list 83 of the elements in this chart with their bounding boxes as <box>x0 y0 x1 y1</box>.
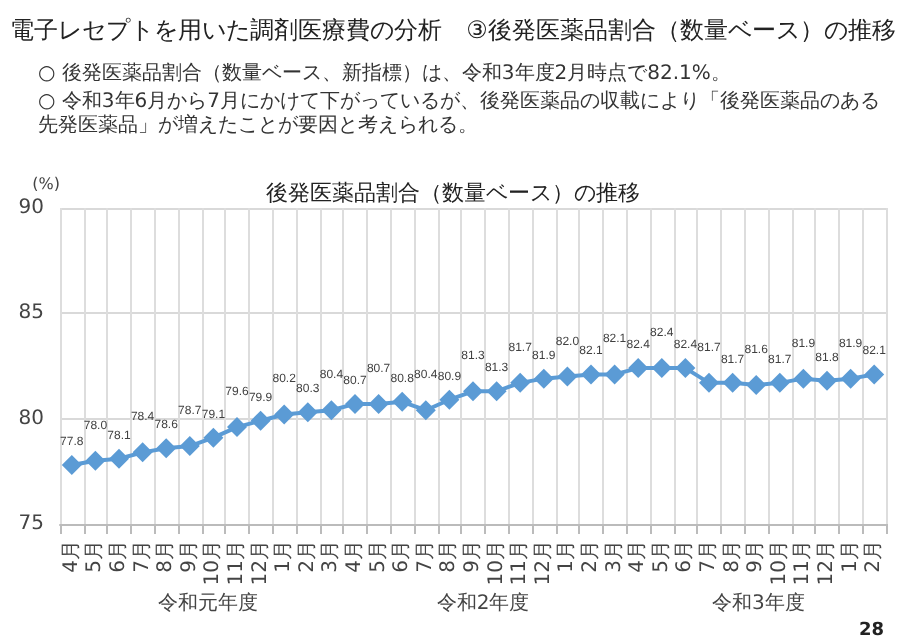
point <box>769 372 790 393</box>
x-tick-label: 8月 <box>438 540 461 573</box>
point <box>274 404 295 425</box>
point <box>864 364 885 385</box>
point <box>132 442 153 463</box>
x-tick-label: 7月 <box>698 540 720 573</box>
point <box>510 372 531 393</box>
point <box>817 370 837 391</box>
point <box>439 389 460 410</box>
text: 28 <box>858 621 885 640</box>
x-tick-label: 12月 <box>532 540 555 586</box>
point <box>156 438 177 459</box>
y-tick-label: 90 <box>18 197 44 219</box>
x-tick-label: 8月 <box>721 540 744 573</box>
x-tick-label: 3月 <box>603 540 626 573</box>
text: 令和2年度 <box>436 591 530 615</box>
x-tick-label: 8月 <box>155 540 178 573</box>
point <box>179 436 200 457</box>
x-tick-label: 4月 <box>344 540 366 573</box>
x-tick-label: 11月 <box>792 540 815 586</box>
point <box>227 417 247 438</box>
x-tick-label: 6月 <box>391 540 414 573</box>
text: ○ 令和3年6月から7月にかけて下がっているが、後発医薬品の収載により「後発医薬品のある先発医薬品」が増えたことが要因と考えられる。 <box>38 89 880 137</box>
x-tick-label: 9月 <box>178 540 201 573</box>
x-tick-label: 10月 <box>202 540 225 586</box>
point <box>675 358 696 379</box>
point <box>651 358 672 379</box>
x-tick-label: 11月 <box>509 540 532 586</box>
x-tick-label: 7月 <box>414 540 437 573</box>
x-tick-label: 10月 <box>485 540 508 586</box>
point <box>61 455 82 476</box>
text: 令和元年度 <box>157 591 258 615</box>
point <box>345 393 365 414</box>
point <box>368 393 389 414</box>
text: ○ 後発医薬品割合（数量ベース、新指標）は、令和3年度2月時点で82.1%。 <box>38 61 731 85</box>
point <box>297 402 318 423</box>
x-tick-label: 6月 <box>108 540 130 573</box>
chart-title: 電子レセプトを用いた調剤医療費の分析 ③後発医薬品割合（数量ベース）の推移 <box>10 16 896 44</box>
y-tick-label: 80 <box>18 407 44 430</box>
text: 令和3年度 <box>711 591 805 615</box>
x-tick-label: 7月 <box>131 540 154 573</box>
point <box>392 391 413 412</box>
x-tick-label: 9月 <box>462 540 484 573</box>
x-tick-label: 5月 <box>84 540 107 573</box>
x-tick-label: 4月 <box>60 540 83 573</box>
chart-subtitle: 後発医薬品割合（数量ベース）の推移 <box>266 180 640 206</box>
x-tick-label: 4月 <box>627 540 650 573</box>
point <box>699 372 719 393</box>
x-tick-label: 9月 <box>745 540 768 573</box>
point <box>250 410 271 431</box>
point <box>486 381 507 402</box>
point <box>840 368 861 389</box>
point <box>203 427 224 448</box>
x-tick-label: 11月 <box>226 540 248 586</box>
x-tick-label: 2月 <box>296 540 319 573</box>
point <box>722 372 743 393</box>
point <box>746 374 767 395</box>
x-tick-label: 12月 <box>249 540 272 586</box>
point <box>581 364 601 385</box>
point <box>321 400 342 421</box>
x-tick-label: 1月 <box>839 540 862 573</box>
point <box>604 364 625 385</box>
x-tick-label: 6月 <box>674 540 697 573</box>
x-tick-label: 5月 <box>650 540 673 573</box>
point <box>793 368 814 389</box>
x-tick-label: 1月 <box>556 540 579 573</box>
x-tick-label: 5月 <box>367 540 390 573</box>
y-tick-label: 85 <box>18 302 44 325</box>
y-axis-title: (%) <box>32 175 60 193</box>
y-tick-label: 75 <box>18 513 44 535</box>
point <box>557 366 578 387</box>
point <box>85 450 106 471</box>
x-tick-label: 2月 <box>863 540 886 573</box>
x-tick-label: 3月 <box>320 540 343 573</box>
x-tick-label: 12月 <box>816 540 838 586</box>
point <box>463 381 483 402</box>
point <box>533 368 554 389</box>
x-tick-label: 10月 <box>768 540 791 586</box>
x-tick-label: 2月 <box>580 540 602 573</box>
point <box>415 400 436 421</box>
x-tick-label: 1月 <box>273 540 296 573</box>
point <box>628 358 649 379</box>
point <box>109 448 129 469</box>
